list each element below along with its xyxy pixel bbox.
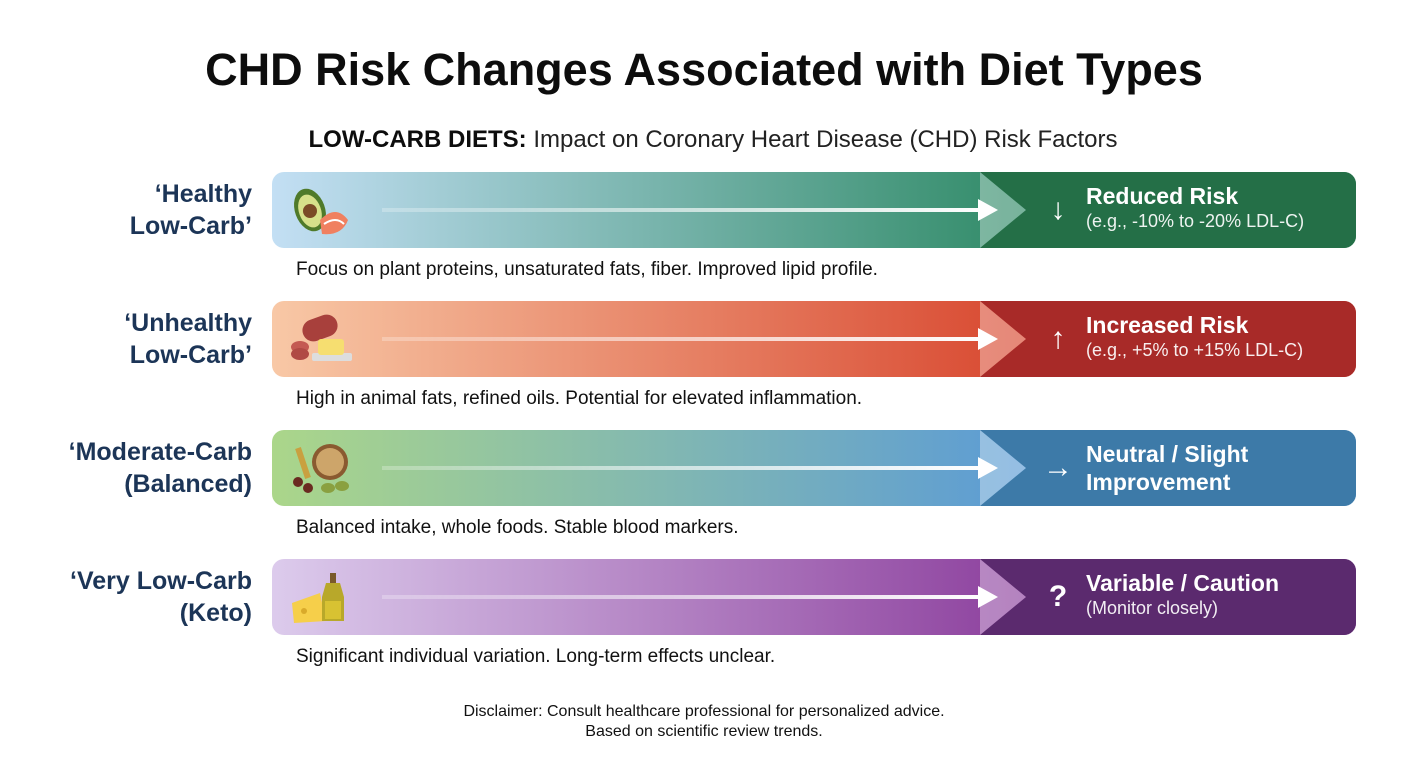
diet-label-line-1: ‘Unhealthy bbox=[124, 309, 252, 337]
grains-legumes-icon bbox=[293, 444, 349, 493]
diet-label: ‘Very Low-Carb (Keto) bbox=[20, 565, 252, 629]
page-title: CHD Risk Changes Associated with Diet Ty… bbox=[205, 44, 1203, 95]
cheese-oil-icon bbox=[292, 573, 344, 623]
result-detail: (e.g., -10% to -20% LDL-C) bbox=[1086, 211, 1305, 231]
diet-risk-bar: ↑ Increased Risk (e.g., +5% to +15% LDL-… bbox=[272, 301, 1356, 377]
disclaimer-line-1: Disclaimer: Consult healthcare professio… bbox=[463, 703, 945, 720]
result-panel bbox=[980, 301, 1356, 377]
arrow-right-icon bbox=[978, 199, 998, 221]
disclaimer-line-2: Based on scientific review trends. bbox=[585, 723, 823, 740]
result-detail: (e.g., +5% to +15% LDL-C) bbox=[1086, 340, 1304, 360]
arrow-down-icon: ↓ bbox=[1050, 193, 1066, 226]
diet-risk-bar: ? Variable / Caution (Monitor closely) bbox=[272, 559, 1356, 635]
result-text: Reduced Risk (e.g., -10% to -20% LDL-C) bbox=[1086, 182, 1304, 232]
diet-risk-bar: ↓ Reduced Risk (e.g., -10% to -20% LDL-C… bbox=[272, 172, 1356, 248]
question-icon: ? bbox=[1048, 580, 1068, 613]
result-text: Neutral / Slight Improvement bbox=[1086, 440, 1248, 496]
arrow-right-icon bbox=[978, 586, 998, 608]
arrow-right-icon bbox=[978, 457, 998, 479]
progress-arrow-line bbox=[382, 595, 982, 599]
result-text: Increased Risk (e.g., +5% to +15% LDL-C) bbox=[1086, 311, 1303, 361]
result-detail: (Monitor closely) bbox=[1086, 598, 1219, 618]
subtitle: LOW-CARB DIETS: Impact on Coronary Heart… bbox=[0, 126, 1408, 154]
avocado-salmon-icon bbox=[294, 188, 348, 235]
result-panel bbox=[980, 559, 1356, 635]
diet-label-line-1: ‘Very Low-Carb bbox=[70, 567, 252, 595]
result-text: Variable / Caution (Monitor closely) bbox=[1086, 569, 1279, 619]
result-title: Variable / Caution bbox=[1086, 570, 1279, 596]
diet-label-line-2: Low-Carb’ bbox=[129, 212, 252, 240]
subtitle-bold: LOW-CARB DIETS: bbox=[308, 126, 527, 153]
diet-label: ‘Healthy Low-Carb’ bbox=[20, 178, 252, 242]
diet-label: ‘Moderate-Carb (Balanced) bbox=[20, 436, 252, 500]
diet-label-line-2: Low-Carb’ bbox=[129, 341, 252, 369]
subtitle-rest: Impact on Coronary Heart Disease (CHD) R… bbox=[526, 126, 1118, 153]
diet-description: Focus on plant proteins, unsaturated fat… bbox=[296, 259, 878, 280]
sausage-butter-icon bbox=[291, 314, 352, 361]
diet-label-line-1: ‘Healthy bbox=[154, 180, 252, 208]
diet-description: High in animal fats, refined oils. Poten… bbox=[296, 388, 863, 409]
diet-description: Balanced intake, whole foods. Stable blo… bbox=[296, 517, 739, 538]
disclaimer: Disclaimer: Consult healthcare professio… bbox=[0, 702, 1408, 742]
result-title: Reduced Risk bbox=[1086, 183, 1239, 209]
progress-arrow-line bbox=[382, 466, 982, 470]
diet-label-line-2: (Keto) bbox=[179, 599, 252, 627]
progress-arrow-line bbox=[382, 208, 982, 212]
result-detail: Improvement bbox=[1086, 469, 1231, 495]
progress-arrow-line bbox=[382, 337, 982, 341]
diet-risk-bar: → Neutral / Slight Improvement bbox=[272, 430, 1356, 506]
result-title: Neutral / Slight bbox=[1086, 441, 1249, 467]
diet-description: Significant individual variation. Long-t… bbox=[296, 646, 776, 667]
result-panel bbox=[980, 172, 1356, 248]
diet-label: ‘Unhealthy Low-Carb’ bbox=[20, 307, 252, 371]
result-title: Increased Risk bbox=[1086, 312, 1249, 338]
diet-label-line-2: (Balanced) bbox=[124, 470, 252, 498]
arrow-up-icon: ↑ bbox=[1050, 322, 1066, 355]
arrow-right-icon: → bbox=[1043, 451, 1073, 484]
result-panel bbox=[980, 430, 1356, 506]
arrow-right-icon bbox=[978, 328, 998, 350]
diet-label-line-1: ‘Moderate-Carb bbox=[68, 438, 252, 466]
